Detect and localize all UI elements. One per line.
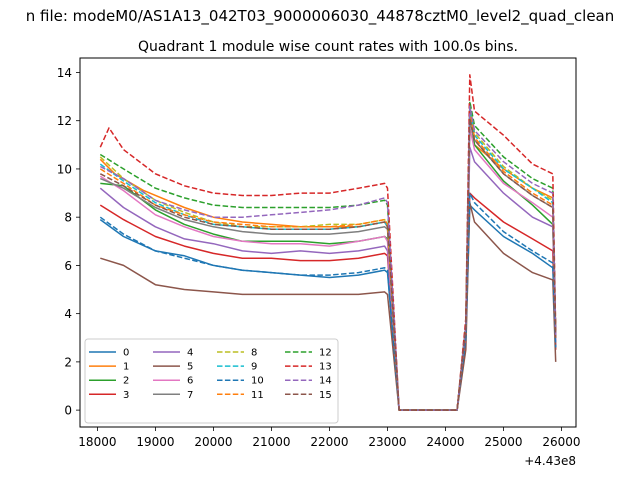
y-tick-label: 10 (57, 162, 72, 176)
series-line-6 (99, 127, 557, 411)
series-line-8 (99, 103, 557, 411)
series-line-3 (99, 192, 557, 411)
legend-label-6: 6 (187, 376, 193, 387)
legend-label-4: 4 (187, 348, 193, 359)
legend-label-7: 7 (187, 390, 193, 401)
y-tick-label: 14 (57, 66, 72, 80)
series-line-11 (99, 110, 557, 411)
series-line-13 (99, 74, 557, 411)
series-line-0 (99, 204, 557, 411)
x-tick-label: 22000 (310, 435, 348, 449)
series-line-14 (99, 105, 557, 411)
x-tick-label: 19000 (136, 435, 174, 449)
x-offset-label: +4.43e8 (524, 454, 576, 468)
y-tick-label: 12 (57, 114, 72, 128)
chart-title: Quadrant 1 module wise count rates with … (138, 39, 518, 55)
series-layer (99, 74, 557, 411)
legend-label-0: 0 (123, 348, 129, 359)
legend-label-12: 12 (319, 348, 332, 359)
legend-label-15: 15 (319, 390, 332, 401)
legend-label-1: 1 (123, 362, 129, 373)
legend-label-14: 14 (319, 376, 332, 387)
legend-frame (84, 338, 339, 424)
legend-label-11: 11 (251, 390, 264, 401)
figure-suptitle: n file: modeM0/AS1A13_042T03_9000006030_… (26, 7, 615, 26)
x-tick-label: 24000 (426, 435, 464, 449)
y-tick-label: 6 (64, 259, 72, 273)
x-tick-label: 20000 (194, 435, 232, 449)
y-tick-label: 8 (64, 211, 72, 225)
legend-label-13: 13 (319, 362, 332, 373)
y-tick-label: 4 (64, 307, 72, 321)
axes-frame (79, 57, 577, 428)
x-tick-label: 21000 (252, 435, 290, 449)
x-tick-label: 18000 (78, 435, 116, 449)
x-tick-label: 23000 (368, 435, 406, 449)
series-line-5 (100, 201, 557, 411)
series-line-15 (99, 117, 557, 411)
legend-label-10: 10 (251, 376, 264, 387)
series-line-10 (99, 192, 557, 411)
legend-label-5: 5 (187, 362, 193, 373)
x-axis: 18000 19000 20000 21000 22000 23000 24000 25000… (78, 427, 581, 449)
y-tick-label: 2 (64, 355, 72, 369)
legend-label-3: 3 (123, 390, 129, 401)
series-line-12 (99, 100, 557, 411)
x-tick-label: 25000 (484, 435, 522, 449)
x-tick-label: 26000 (542, 435, 580, 449)
legend-label-2: 2 (123, 376, 129, 387)
legend-label-9: 9 (251, 362, 257, 373)
series-line-4 (99, 146, 557, 411)
y-axis: 0 2 4 6 8 10 12 14 (57, 66, 80, 418)
y-tick-label: 0 (64, 404, 72, 418)
legend-label-8: 8 (251, 348, 257, 359)
